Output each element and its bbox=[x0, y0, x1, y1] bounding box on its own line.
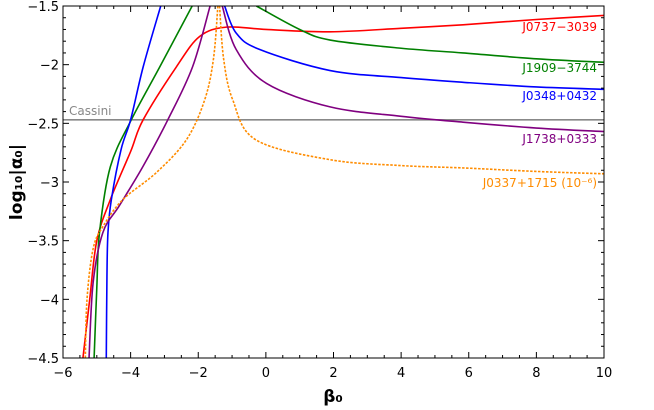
y-tick-label: −4 bbox=[40, 293, 59, 308]
series-label-0: J0737−3039 bbox=[521, 20, 597, 34]
x-tick-label: 0 bbox=[262, 366, 270, 381]
y-tick-label: −3.5 bbox=[27, 235, 59, 250]
x-tick-label: 4 bbox=[397, 366, 405, 381]
x-tick-label: −4 bbox=[121, 366, 140, 381]
x-tick-label: 8 bbox=[532, 366, 540, 381]
series-label-1: J1909−3744 bbox=[521, 61, 597, 75]
x-tick-label: 10 bbox=[596, 366, 613, 381]
y-tick-label: −1.5 bbox=[27, 0, 59, 15]
series-label-2: J0348+0432 bbox=[521, 89, 597, 103]
series-line-1-branch-0 bbox=[93, 6, 193, 358]
cassini-label: Cassini bbox=[69, 104, 112, 118]
series-line-1-branch-1 bbox=[256, 6, 604, 64]
x-tick-label: −6 bbox=[53, 366, 72, 381]
series-label-3: J1738+0333 bbox=[521, 132, 597, 146]
y-tick-label: −2.5 bbox=[27, 117, 59, 132]
series-line-3-branch-0 bbox=[88, 6, 211, 358]
x-tick-label: 6 bbox=[465, 366, 473, 381]
y-tick-label: −3 bbox=[40, 176, 59, 191]
series-labels: Cassini J0737−3039 J1909−3744 J0348+0432 J17… bbox=[69, 20, 597, 190]
series-label-4: J0337+1715 (10⁻⁶) bbox=[482, 176, 597, 190]
curves bbox=[63, 6, 604, 358]
series-line-3-branch-1 bbox=[221, 6, 604, 133]
ticks bbox=[62, 5, 605, 359]
y-axis-label: log₁₀|α₀| bbox=[7, 144, 27, 220]
tick-labels: −6 −4 −2 0 2 4 6 8 10 −4.5 −4 −3.5 −3 −2.5 −2 −1.5 bbox=[27, 0, 612, 381]
series-line-2-branch-0 bbox=[105, 6, 162, 358]
series-line-4-branch-0 bbox=[84, 6, 219, 358]
x-tick-label: 2 bbox=[329, 366, 337, 381]
x-axis-label: β₀ bbox=[323, 387, 343, 407]
series-line-4-branch-1 bbox=[218, 6, 604, 175]
y-tick-label: −2 bbox=[40, 59, 59, 74]
x-tick-label: −2 bbox=[189, 366, 208, 381]
y-tick-label: −4.5 bbox=[27, 352, 59, 367]
series-line-2-branch-1 bbox=[223, 6, 604, 91]
